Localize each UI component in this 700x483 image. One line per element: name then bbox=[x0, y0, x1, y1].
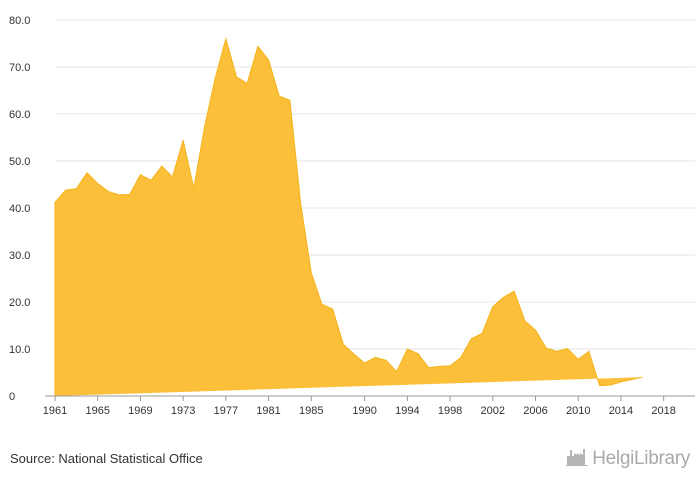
factory-skyline-icon bbox=[566, 446, 589, 471]
x-tick-label: 1969 bbox=[128, 405, 152, 417]
y-tick-label: 10.0 bbox=[9, 344, 30, 356]
x-tick-label: 1965 bbox=[85, 405, 109, 417]
x-tick-label: 1998 bbox=[438, 405, 462, 417]
x-tick-label: 2002 bbox=[481, 405, 505, 417]
x-tick-label: 2010 bbox=[566, 405, 590, 417]
x-tick-label: 1961 bbox=[43, 405, 67, 417]
y-tick-label: 20.0 bbox=[9, 297, 30, 309]
x-tick-label: 1981 bbox=[256, 405, 280, 417]
brand-name: HelgiLibrary bbox=[592, 447, 690, 469]
y-tick-label: 60.0 bbox=[9, 109, 30, 121]
brand-logo: HelgiLibrary bbox=[566, 446, 690, 471]
y-tick-label: 80.0 bbox=[9, 15, 30, 27]
area-series-fill bbox=[54, 36, 643, 396]
x-tick-label: 2018 bbox=[651, 405, 675, 417]
y-tick-label: 0 bbox=[9, 391, 15, 403]
x-tick-label: 2006 bbox=[523, 405, 547, 417]
x-tick-label: 1977 bbox=[214, 405, 238, 417]
x-tick-label: 1985 bbox=[299, 405, 323, 417]
x-tick-label: 2014 bbox=[609, 405, 633, 417]
y-tick-label: 30.0 bbox=[9, 250, 30, 262]
x-axis-labels: 1961 1965 1969 1973 1977 1981 1985 1990 1994 1998… bbox=[43, 405, 676, 417]
y-axis: 0 10.0 20.0 30.0 40.0 50.0 60.0 70.0 80.0 bbox=[9, 15, 30, 403]
y-tick-label: 70.0 bbox=[9, 62, 30, 74]
x-tick-label: 1994 bbox=[395, 405, 419, 417]
x-tick-label: 1973 bbox=[171, 405, 195, 417]
x-tick-label: 1990 bbox=[352, 405, 376, 417]
y-tick-label: 40.0 bbox=[9, 203, 30, 215]
area-series bbox=[54, 36, 643, 396]
area-chart: 010.020.030.040.050.060.070.080.0 1961 19… bbox=[9, 15, 695, 417]
source-note: Source: National Statistical Office bbox=[10, 451, 203, 466]
y-tick-label: 50.0 bbox=[9, 156, 30, 168]
chart-footer: Source: National Statistical Office Helg… bbox=[0, 440, 700, 483]
x-axis bbox=[45, 395, 695, 401]
